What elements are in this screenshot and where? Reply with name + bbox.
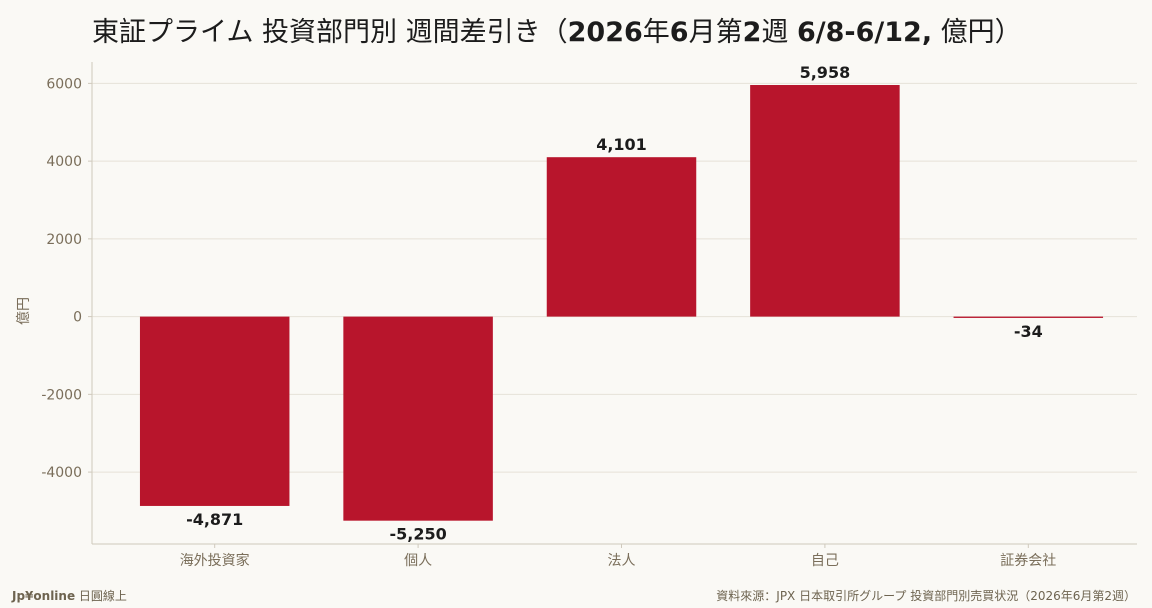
- y-tick-label: -4000: [41, 465, 82, 481]
- brand-name: Jp¥online: [12, 589, 76, 603]
- bar-3: [546, 157, 697, 317]
- bar-2: [343, 316, 493, 521]
- bar-1: [139, 316, 290, 506]
- y-tick-label: 0: [73, 310, 82, 326]
- data-label: 5,958: [800, 63, 851, 82]
- y-tick-label: -2000: [41, 387, 82, 403]
- x-tick-label: 法人: [608, 553, 636, 569]
- source-note: 資料來源：JPX 日本取引所グループ 投資部門別売買状況（2026年6月第2週）: [716, 589, 1136, 603]
- data-label: -4,871: [186, 510, 243, 529]
- y-tick-label: 4000: [46, 154, 82, 170]
- brand-footer: Jp¥online 日圓線上: [12, 587, 127, 604]
- brand-subtitle: 日圓線上: [75, 589, 127, 603]
- x-tick-label: 個人: [404, 553, 432, 569]
- y-tick-label: 6000: [46, 76, 82, 92]
- y-tick-label: 2000: [46, 232, 82, 248]
- data-label: -34: [1014, 322, 1043, 341]
- x-tick-label: 海外投資家: [180, 552, 250, 569]
- bar-5: [953, 316, 1104, 318]
- data-label: 4,101: [596, 135, 647, 154]
- chart-title: 東証プライム 投資部門別 週間差引き（2026年6月第2週 6/8-6/12, …: [92, 17, 1022, 48]
- x-tick-label: 証券会社: [1000, 553, 1056, 569]
- y-axis-label: 億円: [16, 297, 32, 325]
- bar-4: [750, 85, 900, 317]
- x-tick-label: 自己: [811, 553, 839, 569]
- data-label: -5,250: [389, 525, 446, 544]
